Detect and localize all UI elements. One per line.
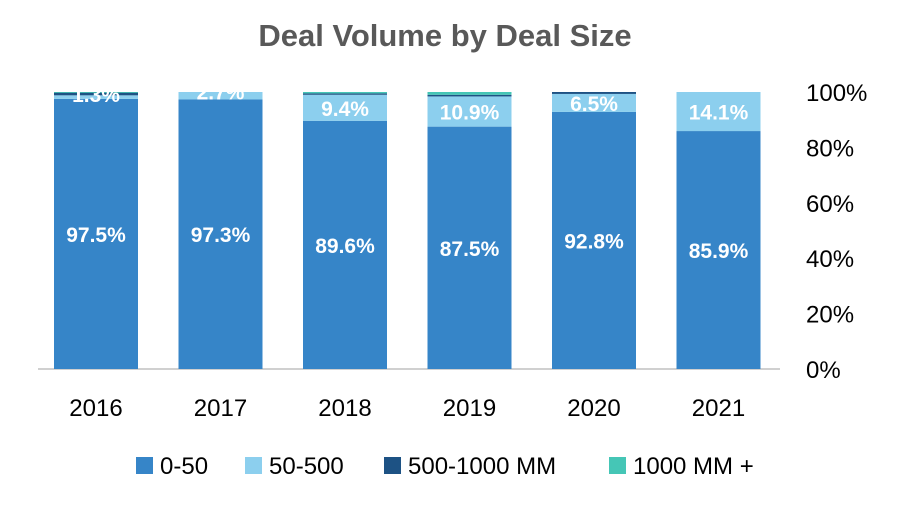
data-label-0-50-2018: 89.6% [315,235,375,258]
bar-0-50-2017 [178,99,263,369]
data-label-0-50-2017: 97.3% [191,224,251,247]
y-tick-label-60: 60% [806,191,854,218]
data-label-0-50-2019: 87.5% [440,238,500,261]
legend-swatch-0-50 [136,457,153,474]
legend-swatch-50-500 [245,457,262,474]
x-tick-label-2019: 2019 [443,395,496,422]
data-label-0-50-2020: 92.8% [564,230,624,253]
bar-0-50-2020 [552,111,636,369]
x-tick-label-2021: 2021 [692,395,745,422]
legend: 0-50 50-500 500-1000 MM 1000 MM + [136,453,754,480]
x-tick-label-2018: 2018 [318,395,371,422]
legend-label-50-500: 50-500 [269,453,344,480]
bars-group: 97.5% 1.3% 97.3% 2.7% 89.6% 9.4% 87.5% 10.9% 92.… [54,82,761,370]
legend-swatch-500-1000-mm [384,457,401,474]
y-tick-label-0: 0% [806,357,841,384]
bar-50-500-2017 [178,92,263,100]
y-tick-label-100: 100% [806,80,867,107]
bar-50-500-2018 [303,94,387,121]
bar-0-50-2018 [303,120,387,369]
legend-label-500-1000-mm: 500-1000 MM [408,453,556,480]
x-tick-label-2016: 2016 [69,395,122,422]
bar-50-500-2020 [552,93,636,112]
bar-50-500-2016 [54,95,138,99]
data-label-50-500-2020: 6.5% [570,93,618,116]
bar-500-1000-mm-2019 [427,94,512,97]
bar-50-500-2019 [427,96,512,127]
bar-500-1000-mm-2016 [54,92,138,96]
data-label-50-500-2016: 1.3% [72,84,120,107]
bar-0-50-2021 [676,131,761,369]
y-tick-label-40: 40% [806,246,854,273]
bar-0-50-2019 [427,126,512,369]
y-axis-tick-labels: 0% 20% 40% 60% 80% 100% [806,80,867,384]
data-label-50-500-2021: 14.1% [689,102,749,125]
chart-title: Deal Volume by Deal Size [258,18,631,53]
data-label-50-500-2017: 2.7% [197,82,245,105]
bar-1000-mm-2018 [303,92,387,94]
bar-1000-mm-2019 [427,92,512,95]
x-tick-label-2017: 2017 [194,395,247,422]
legend-label-0-50: 0-50 [160,453,208,480]
bar-500-1000-mm-2018 [303,93,387,95]
y-tick-label-80: 80% [806,135,854,162]
legend-label-1000-mm: 1000 MM + [633,453,754,480]
x-tick-label-2020: 2020 [567,395,620,422]
x-axis-tick-labels: 2016 2017 2018 2019 2020 2021 [69,395,745,422]
bar-0-50-2016 [54,98,138,370]
data-label-50-500-2018: 9.4% [321,98,369,121]
bar-1000-mm-2016 [54,92,138,93]
data-label-0-50-2021: 85.9% [689,240,749,263]
data-label-0-50-2016: 97.5% [66,224,126,247]
data-label-50-500-2019: 10.9% [440,102,500,125]
bar-50-500-2021 [676,92,761,132]
y-tick-label-20: 20% [806,302,854,329]
legend-swatch-1000-mm [609,457,626,474]
bar-500-1000-mm-2020 [552,92,636,94]
